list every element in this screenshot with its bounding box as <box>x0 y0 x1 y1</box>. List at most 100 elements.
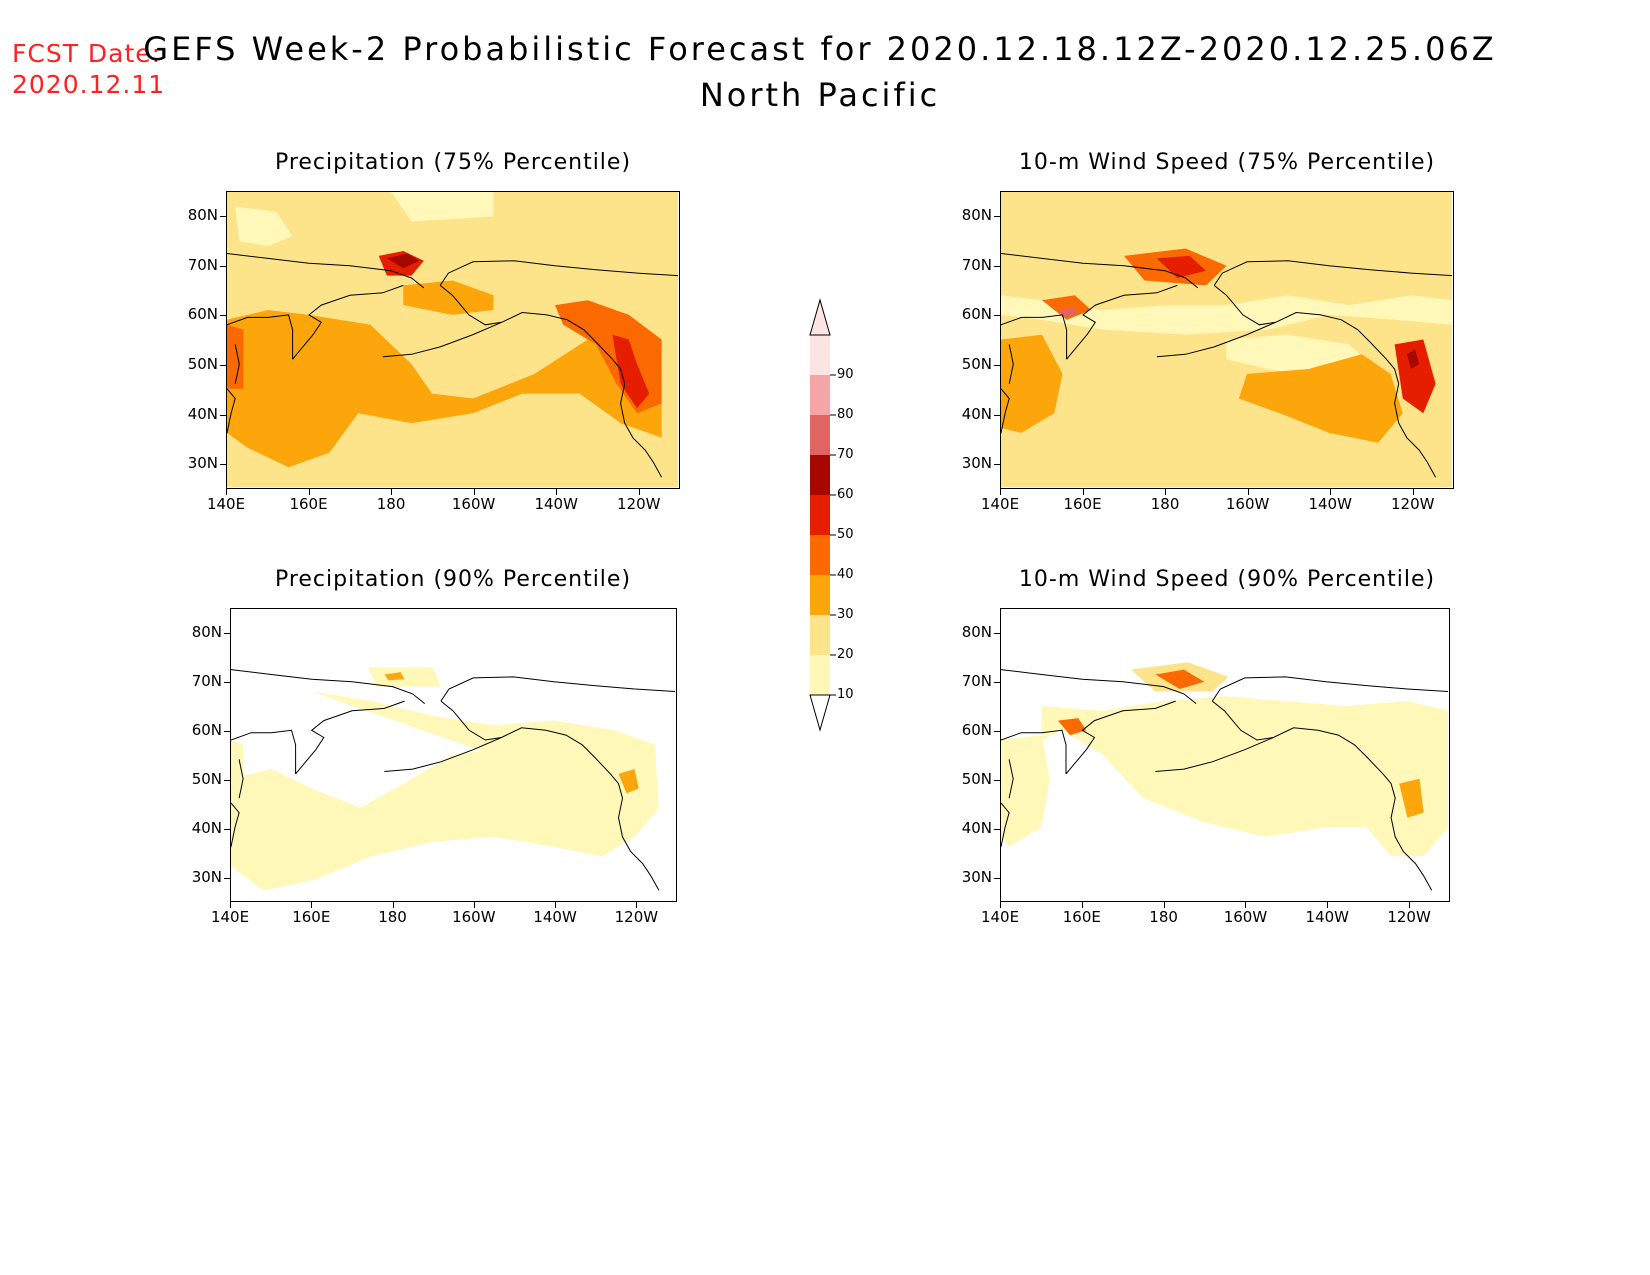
map-field <box>1001 192 1452 487</box>
lat-tick <box>994 877 1000 879</box>
lat-tick <box>224 779 230 781</box>
fcst-date: 2020.12.11 <box>12 70 166 99</box>
lat-tick-label: 60N <box>187 305 218 324</box>
coastline <box>1273 727 1433 891</box>
contour-fill <box>1057 718 1087 736</box>
lat-tick-label: 70N <box>961 671 992 690</box>
lon-tick <box>311 902 313 908</box>
lat-tick <box>220 464 226 466</box>
lat-tick-label: 30N <box>961 867 992 886</box>
lon-tick-label: 160E <box>1062 908 1101 926</box>
lat-tick-label: 40N <box>191 818 222 837</box>
colorbar-bottom-arrow <box>809 694 831 732</box>
lat-tick-label: 60N <box>191 720 222 739</box>
lon-tick-label: 160E <box>1063 495 1102 513</box>
lon-tick-label: 160E <box>292 908 331 926</box>
coastline <box>1001 669 1197 704</box>
lon-tick-label: 180 <box>378 908 407 926</box>
lat-tick <box>220 265 226 267</box>
coastline <box>1211 700 1274 741</box>
colorbar-segment <box>810 335 830 375</box>
contour-fill <box>403 280 494 315</box>
contour-fill <box>1156 255 1206 278</box>
lon-tick-label: 160W <box>1225 495 1270 513</box>
coastline <box>234 344 240 384</box>
lat-tick-label: 70N <box>187 255 218 274</box>
lat-tick <box>220 364 226 366</box>
contour-fill <box>386 253 420 269</box>
colorbar-label: 30 <box>837 607 854 622</box>
lat-tick <box>224 681 230 683</box>
map-frame <box>230 608 677 902</box>
colorbar-segment <box>810 375 830 415</box>
coastline <box>440 700 502 741</box>
lon-tick <box>636 902 638 908</box>
lat-tick <box>994 464 1000 466</box>
lon-tick <box>1000 902 1001 908</box>
lat-tick-label: 80N <box>961 205 992 224</box>
map-field <box>1001 662 1448 891</box>
coastline <box>227 253 425 289</box>
coastline <box>1275 311 1437 478</box>
coastline <box>227 388 236 434</box>
lon-tick-label: 120W <box>616 495 661 513</box>
contour-fill <box>1001 735 1050 847</box>
lat-tick-label: 80N <box>191 622 222 641</box>
contour-fill <box>235 206 293 247</box>
colorbar-label: 90 <box>837 367 854 382</box>
lon-tick <box>1163 902 1165 908</box>
coastline <box>292 284 404 360</box>
coastline <box>439 260 678 286</box>
lat-tick-label: 50N <box>187 354 218 373</box>
contour-fill <box>1041 696 1448 857</box>
contour-fill <box>384 672 405 681</box>
lat-tick <box>220 215 226 217</box>
contour-fill <box>1399 778 1424 818</box>
lat-tick-label: 50N <box>191 769 222 788</box>
coastline <box>1001 729 1067 774</box>
lon-tick <box>1245 902 1247 908</box>
lat-tick <box>220 315 226 317</box>
lon-tick <box>392 902 394 908</box>
map-field <box>231 667 675 891</box>
contour-fill <box>1238 354 1403 443</box>
coastline <box>1065 700 1176 775</box>
lon-tick <box>1327 902 1329 908</box>
lon-tick <box>1247 489 1249 495</box>
forecast-date-label: FCST Date: 2020.12.11 <box>12 38 165 100</box>
lon-tick <box>638 489 640 495</box>
contour-fill <box>1042 295 1092 320</box>
lat-tick <box>994 364 1000 366</box>
contour-fill <box>227 324 244 389</box>
lat-tick-label: 50N <box>961 354 992 373</box>
lon-tick-label: 120W <box>1390 495 1435 513</box>
colorbar-segment <box>810 455 830 495</box>
lon-tick <box>473 489 475 495</box>
coastline <box>1001 802 1010 848</box>
coastline <box>501 727 660 891</box>
contour-fill <box>391 192 494 222</box>
coastline <box>1008 344 1014 384</box>
coastline <box>231 802 240 848</box>
lon-tick-label: 140W <box>533 908 577 926</box>
lon-tick-label: 140E <box>980 908 1020 926</box>
coastline <box>1008 759 1014 799</box>
coastline <box>1155 737 1274 772</box>
lon-tick <box>226 489 227 495</box>
lon-tick-label: 180 <box>1150 495 1180 513</box>
lon-tick-label: 140W <box>534 495 578 513</box>
lat-tick <box>220 414 226 416</box>
colorbar-label: 80 <box>837 407 854 422</box>
fcst-label: FCST Date: <box>12 39 162 68</box>
lat-tick-label: 70N <box>961 255 992 274</box>
lat-tick <box>994 828 1000 830</box>
colorbar-segment <box>810 415 830 455</box>
coastline <box>1213 260 1452 286</box>
lon-tick-label: 140E <box>206 495 246 513</box>
lon-tick <box>1082 489 1084 495</box>
lat-tick <box>224 632 230 634</box>
lon-tick <box>555 902 557 908</box>
contour-fill <box>618 769 639 794</box>
panel-title: Precipitation (90% Percentile) <box>274 567 632 592</box>
contour-fill <box>1001 295 1452 335</box>
